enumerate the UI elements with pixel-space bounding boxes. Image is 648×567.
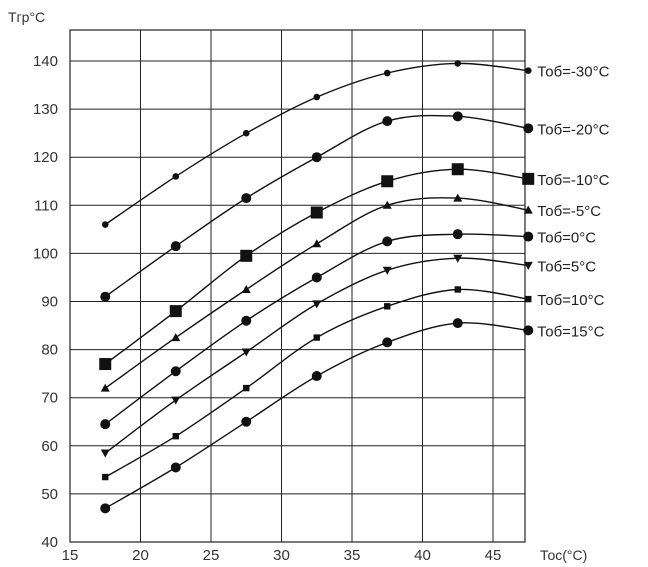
data-point — [172, 432, 179, 440]
y-axis-title: Tгр°C — [8, 9, 45, 25]
data-point — [382, 116, 393, 127]
y-tick-label: 70 — [41, 390, 58, 407]
y-tick-label: 50 — [41, 486, 58, 503]
x-tick-label: 40 — [414, 547, 431, 564]
series-line — [104, 114, 529, 298]
x-tick-label: 15 — [62, 547, 79, 564]
data-point — [100, 449, 110, 458]
data-point — [312, 239, 322, 248]
data-point — [525, 295, 532, 303]
series-line — [104, 257, 529, 454]
data-point — [382, 337, 393, 348]
data-point — [310, 206, 323, 219]
data-point — [169, 305, 182, 318]
data-point — [240, 249, 253, 262]
plot-frame — [69, 29, 526, 543]
data-point — [170, 462, 181, 473]
data-point — [311, 371, 322, 382]
tick-labels: 15 20 25 30 35 40 45 40 50 60 70 80 90 100 110 120 130 14… — [33, 53, 501, 564]
data-point — [452, 111, 463, 122]
y-tick-label: 140 — [33, 53, 58, 70]
data-point — [241, 315, 252, 326]
data-point — [242, 129, 250, 137]
data-point — [100, 291, 111, 302]
data-point — [382, 200, 392, 209]
data-point — [523, 325, 534, 336]
data-point — [100, 503, 111, 514]
data-point — [383, 69, 391, 77]
series-label: Тоб=-30°C — [537, 64, 609, 81]
data-point — [384, 303, 391, 310]
data-point — [453, 254, 463, 263]
y-tick-label: 90 — [41, 294, 58, 311]
data-point — [100, 419, 111, 430]
data-point — [382, 266, 392, 275]
data-point — [102, 473, 109, 481]
series-line — [104, 62, 529, 226]
data-point — [172, 173, 180, 180]
data-point — [99, 358, 112, 371]
data-point — [170, 241, 181, 252]
data-point — [101, 221, 109, 228]
data-point — [241, 416, 252, 427]
data-point — [311, 272, 322, 283]
y-tick-label: 40 — [41, 534, 58, 551]
data-point — [523, 123, 534, 134]
series-line — [104, 197, 529, 389]
data-point — [100, 383, 110, 392]
series-markers — [99, 60, 535, 514]
series-labels: Тоб=-30°C Тоб=-20°C Тоб=-10°C Тоб=-5°C Тоб=0… — [537, 64, 609, 341]
data-point — [170, 366, 181, 377]
data-point — [241, 284, 251, 293]
data-point — [241, 193, 252, 204]
data-point — [313, 93, 321, 101]
y-tick-label: 100 — [33, 245, 58, 262]
data-point — [451, 163, 464, 176]
y-tick-label: 110 — [34, 197, 58, 214]
data-point — [382, 236, 393, 247]
data-point — [171, 396, 181, 405]
data-point — [523, 231, 534, 242]
x-tick-label: 45 — [485, 547, 502, 564]
x-tick-label: 30 — [273, 547, 290, 564]
x-axis-title: Тос(°C) — [540, 547, 587, 563]
data-point — [171, 333, 181, 342]
data-point — [243, 384, 250, 392]
series-line — [104, 233, 529, 425]
data-point — [523, 261, 533, 270]
data-point — [452, 318, 463, 329]
data-point — [313, 334, 320, 341]
y-tick-label: 80 — [41, 342, 58, 359]
data-point — [311, 152, 322, 163]
y-tick-label: 120 — [33, 149, 58, 166]
series-curves — [104, 62, 529, 509]
series-label: Тоб=-10°C — [537, 172, 609, 189]
data-point — [452, 229, 463, 240]
grid — [69, 29, 526, 543]
x-tick-label: 35 — [344, 547, 361, 564]
series-label: Тоб=15°C — [537, 323, 604, 340]
series-label: Тоб=5°C — [537, 258, 596, 275]
series-line — [104, 322, 529, 509]
series-label: Тоб=0°C — [537, 230, 596, 247]
x-tick-label: 25 — [203, 547, 220, 564]
data-point — [454, 286, 461, 293]
data-point — [312, 300, 322, 309]
data-point — [523, 205, 533, 214]
series-label: Тоб=10°C — [537, 292, 604, 309]
y-tick-label: 130 — [33, 101, 58, 118]
data-point — [241, 348, 251, 357]
data-point — [381, 175, 394, 188]
data-point — [453, 193, 463, 202]
data-point — [524, 67, 532, 74]
series-label: Тоб=-5°C — [537, 203, 601, 220]
data-point — [454, 60, 462, 67]
series-line — [104, 288, 529, 478]
data-point — [522, 172, 535, 185]
series-label: Тоб=-20°C — [537, 121, 609, 138]
y-tick-label: 60 — [41, 438, 58, 455]
x-tick-label: 20 — [132, 547, 149, 564]
